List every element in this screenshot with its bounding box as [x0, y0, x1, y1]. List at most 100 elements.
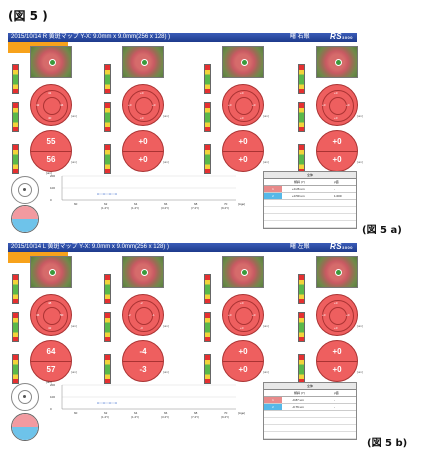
fundus-image[interactable]	[222, 46, 264, 78]
slope-value: -0.87 um	[292, 398, 304, 402]
trend-summary-table: 全体 傾斜 (Y) p値 1 -0.87 um - 2 -0.76 um -	[263, 382, 357, 440]
fundus-image[interactable]	[316, 46, 358, 78]
x-tick-label: 70	[224, 411, 228, 415]
colorbar-legend	[12, 144, 19, 174]
y-tick-label: 200	[50, 174, 56, 178]
sector-value: +0	[228, 313, 232, 317]
sector-value: +0	[240, 301, 244, 305]
exam-column[interactable]: +0 +0 +0 +0 [um] +0 +0 [um]	[204, 254, 270, 394]
caption-b: (図 5 b)	[367, 438, 408, 449]
hemisphere-thickness-circle[interactable]: +0 +0	[316, 340, 358, 382]
fundus-image[interactable]	[30, 256, 72, 288]
pie-upper	[12, 206, 38, 219]
exam-column[interactable]: 48 50 42 46 [um] 64 57 [um]	[12, 254, 78, 394]
superior-value: 64	[46, 347, 56, 356]
empty-row	[264, 214, 356, 221]
inferior-value: 56	[46, 155, 56, 164]
fundus-image[interactable]	[222, 256, 264, 288]
y-unit-label: [um]	[46, 171, 52, 175]
etdrs-grid[interactable]: +0 +0 +0 +0	[222, 84, 264, 126]
x-tick-label: 60	[74, 411, 78, 415]
hemisphere-thickness-circle[interactable]: +0 +0	[122, 130, 164, 172]
sector-value: 42	[36, 103, 40, 107]
colorbar-legend	[104, 64, 111, 94]
sector-value: 41	[48, 91, 52, 95]
colorbar-legend	[204, 64, 211, 94]
trend-plot	[61, 384, 236, 410]
sector-value: +0	[346, 313, 350, 317]
sector-value: +0	[334, 116, 338, 120]
etdrs-grid[interactable]: +0 +0 +0 +0	[316, 84, 358, 126]
colorbar-legend	[104, 274, 111, 304]
table-row[interactable]: 2 -0.76 um -	[264, 404, 356, 411]
etdrs-grid[interactable]: +0 +0 +0 +0	[316, 294, 358, 336]
x-unit-label: [Age]	[238, 202, 246, 206]
trend-plot	[61, 175, 236, 201]
row-index-badge: 1	[264, 186, 282, 192]
slope-value: +0.26 um	[292, 187, 305, 191]
p-value: 1.000	[334, 194, 342, 198]
hemisphere-thickness-circle[interactable]: +0 +0	[222, 340, 264, 382]
empty-row	[264, 207, 356, 214]
x-tick-label: 62	[104, 202, 108, 206]
hemisphere-thickness-circle[interactable]: 55 56	[30, 130, 72, 172]
hemisphere-thickness-circle[interactable]: +0 +0	[222, 130, 264, 172]
unit-label: [um]	[263, 370, 269, 374]
etdrs-grid[interactable]: -2 -1 -3 -2	[122, 294, 164, 336]
table-row[interactable]: 2 +0.50 um 1.000	[264, 193, 356, 200]
fundus-image[interactable]	[122, 46, 164, 78]
fundus-image[interactable]	[316, 256, 358, 288]
inferior-value: +0	[238, 365, 248, 374]
colorbar-legend	[298, 102, 305, 132]
hemisphere-thickness-circle[interactable]: 64 57	[30, 340, 72, 382]
etdrs-grid[interactable]: +0 +0 +0 +0	[122, 84, 164, 126]
sector-pie	[11, 205, 39, 233]
sector-value: 46	[36, 313, 40, 317]
etdrs-grid[interactable]: 41 44 40 42	[30, 84, 72, 126]
exam-column[interactable]: +0 +0 +0 +0 [um] +0 +0 [um]	[104, 44, 170, 184]
colorbar-legend	[12, 274, 19, 304]
colorbar-legend	[298, 354, 305, 384]
sector-value: +0	[252, 313, 256, 317]
table-row[interactable]: 1 -0.87 um -	[264, 397, 356, 404]
x-tick-sublabel: (9.2Y)	[221, 415, 230, 419]
exam-column[interactable]: +0 +0 +0 +0 [um] +0 +0 [um]	[298, 44, 364, 184]
colorbar-legend	[298, 144, 305, 174]
superior-value: +0	[332, 347, 342, 356]
sector-value: -2	[140, 301, 143, 305]
figure-title: (図 5 )	[8, 9, 48, 23]
exam-column[interactable]: 41 44 40 42 [um] 55 56 [um]	[12, 44, 78, 184]
fixation-target-icon	[11, 176, 39, 204]
etdrs-grid[interactable]: +0 +0 +0 +0	[222, 294, 264, 336]
y-tick-label: 200	[50, 383, 56, 387]
exam-column[interactable]: +0 +0 +0 +0 [um] +0 +0 [um]	[204, 44, 270, 184]
colorbar-legend	[104, 144, 111, 174]
hemisphere-thickness-circle[interactable]: +0 +0	[316, 130, 358, 172]
unit-label: [um]	[263, 160, 269, 164]
hemisphere-thickness-circle[interactable]: -4 -3	[122, 340, 164, 382]
sector-value: +0	[334, 326, 338, 330]
p-value: -	[334, 405, 335, 409]
exam-column[interactable]: -2 -1 -3 -2 [um] -4 -3 [um]	[104, 254, 170, 394]
empty-row	[264, 432, 356, 439]
fundus-image[interactable]	[30, 46, 72, 78]
table-header: 全体	[264, 172, 356, 179]
table-row[interactable]: 1 +0.26 um -	[264, 186, 356, 193]
sector-value: +0	[322, 313, 326, 317]
pie-upper	[12, 414, 38, 427]
row-index-badge: 2	[264, 404, 282, 410]
unit-label: [um]	[71, 370, 77, 374]
colorbar-legend	[104, 312, 111, 342]
x-tick-label: 66	[164, 411, 168, 415]
brand-logo: RS3000	[329, 32, 353, 41]
fovea-marker	[241, 269, 248, 276]
exam-column[interactable]: +0 +0 +0 +0 [um] +0 +0 [um]	[298, 254, 364, 394]
p-value: -	[334, 187, 335, 191]
unit-label: [um]	[163, 324, 169, 328]
x-tick-label: 60	[74, 202, 78, 206]
y-tick-label: 0	[50, 198, 52, 202]
etdrs-grid[interactable]: 48 50 42 46	[30, 294, 72, 336]
x-tick-sublabel: (7.2Y)	[191, 415, 200, 419]
inferior-value: 57	[46, 365, 56, 374]
fundus-image[interactable]	[122, 256, 164, 288]
